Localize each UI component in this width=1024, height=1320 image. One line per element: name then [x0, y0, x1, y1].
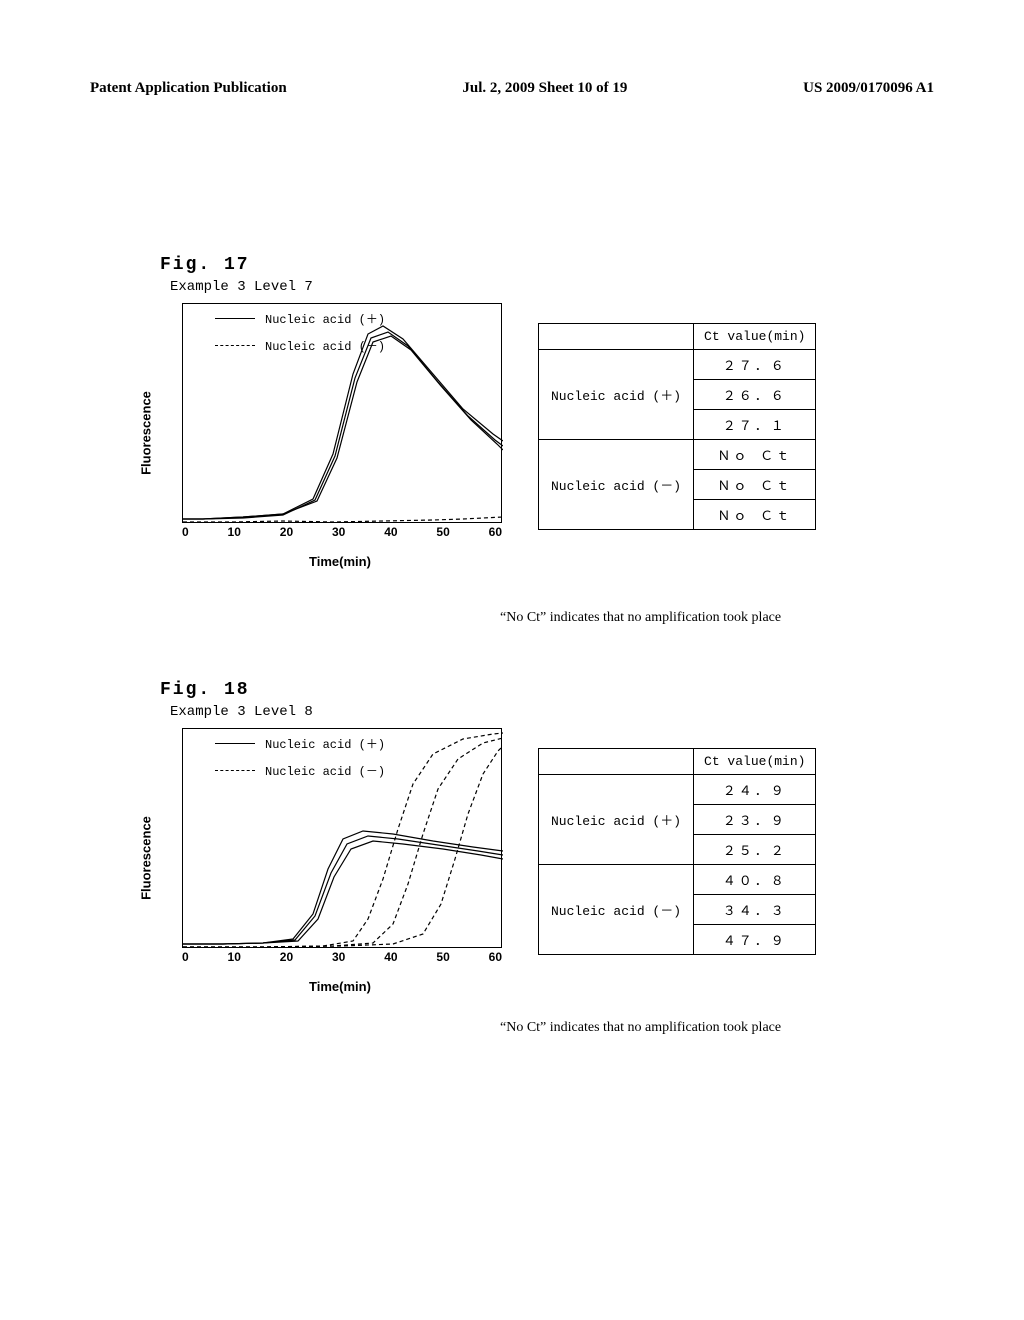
fig18-legend-0: Nucleic acid (＋) — [265, 735, 385, 752]
fig17-legend-0: Nucleic acid (＋) — [265, 310, 385, 327]
fig18-footnote: “No Ct” indicates that no amplification … — [500, 1020, 781, 1036]
fig18-ylabel: Fluorescence — [139, 816, 154, 900]
fig17-xticks: 0 10 20 30 40 50 60 — [182, 525, 502, 539]
legend-solid-icon — [215, 743, 255, 744]
table-ct-value: ２６．６ — [694, 380, 816, 410]
xtick-label: 20 — [280, 950, 293, 964]
header-left: Patent Application Publication — [90, 80, 287, 97]
fig18-label: Fig. 18 — [160, 680, 816, 700]
fig18-plot-area: Nucleic acid (＋) Nucleic acid (－) — [182, 728, 502, 948]
table-row-label: Nucleic acid (－) — [539, 865, 694, 955]
xtick-label: 60 — [489, 525, 502, 539]
xtick-label: 20 — [280, 525, 293, 539]
fig17-footnote: “No Ct” indicates that no amplification … — [500, 610, 781, 626]
fig17-subtitle: Example 3 Level 7 — [170, 279, 816, 295]
xtick-label: 10 — [228, 525, 241, 539]
xtick-label: 0 — [182, 950, 189, 964]
table-ct-value: ２５．２ — [694, 835, 816, 865]
table-header-blank — [539, 324, 694, 350]
fig17-legend-1: Nucleic acid (－) — [265, 337, 385, 354]
table-ct-value: Ｎｏ Ｃｔ — [694, 470, 816, 500]
xtick-label: 60 — [489, 950, 502, 964]
xtick-label: 10 — [228, 950, 241, 964]
fig17-label: Fig. 17 — [160, 255, 816, 275]
fig18-xticks: 0 10 20 30 40 50 60 — [182, 950, 502, 964]
table-ct-value: ３４．３ — [694, 895, 816, 925]
xtick-label: 40 — [384, 950, 397, 964]
table-ct-value: ２７．６ — [694, 350, 816, 380]
xtick-label: 40 — [384, 525, 397, 539]
header-center: Jul. 2, 2009 Sheet 10 of 19 — [462, 80, 627, 97]
legend-solid-icon — [215, 318, 255, 319]
page-header: Patent Application Publication Jul. 2, 2… — [90, 80, 934, 97]
header-right: US 2009/0170096 A1 — [803, 80, 934, 97]
xtick-label: 0 — [182, 525, 189, 539]
xtick-label: 30 — [332, 525, 345, 539]
table-header-ct: Ct value(min) — [694, 324, 816, 350]
table-ct-value: ２３．９ — [694, 805, 816, 835]
table-ct-value: ４０．８ — [694, 865, 816, 895]
figure-18: Fig. 18 Example 3 Level 8 Fluorescence N… — [160, 680, 816, 988]
table-ct-value: Ｎｏ Ｃｔ — [694, 500, 816, 530]
fig17-xlabel: Time(min) — [309, 554, 371, 569]
table-header-blank — [539, 749, 694, 775]
fig17-table: Ct value(min)Nucleic acid (＋)２７．６２６．６２７．… — [538, 323, 816, 530]
table-row-label: Nucleic acid (＋) — [539, 775, 694, 865]
table-row-label: Nucleic acid (－) — [539, 440, 694, 530]
fig17-legend: Nucleic acid (＋) Nucleic acid (－) — [215, 310, 385, 364]
table-ct-value: ２４．９ — [694, 775, 816, 805]
xtick-label: 30 — [332, 950, 345, 964]
fig18-chart: Fluorescence Nucleic acid (＋) Nucleic ac… — [160, 728, 520, 988]
legend-dash-icon — [215, 770, 255, 771]
fig18-legend: Nucleic acid (＋) Nucleic acid (－) — [215, 735, 385, 789]
fig17-plot-area: Nucleic acid (＋) Nucleic acid (－) — [182, 303, 502, 523]
table-ct-value: ２７．１ — [694, 410, 816, 440]
table-ct-value: ４７．９ — [694, 925, 816, 955]
fig18-legend-1: Nucleic acid (－) — [265, 762, 385, 779]
fig18-subtitle: Example 3 Level 8 — [170, 704, 816, 720]
xtick-label: 50 — [436, 525, 449, 539]
table-header-ct: Ct value(min) — [694, 749, 816, 775]
fig18-table: Ct value(min)Nucleic acid (＋)２４．９２３．９２５．… — [538, 748, 816, 955]
fig18-xlabel: Time(min) — [309, 979, 371, 994]
figure-17: Fig. 17 Example 3 Level 7 Fluorescence N… — [160, 255, 816, 563]
xtick-label: 50 — [436, 950, 449, 964]
legend-dash-icon — [215, 345, 255, 346]
fig17-ylabel: Fluorescence — [139, 391, 154, 475]
fig17-chart: Fluorescence Nucleic acid (＋) Nucleic ac… — [160, 303, 520, 563]
table-row-label: Nucleic acid (＋) — [539, 350, 694, 440]
table-ct-value: Ｎｏ Ｃｔ — [694, 440, 816, 470]
